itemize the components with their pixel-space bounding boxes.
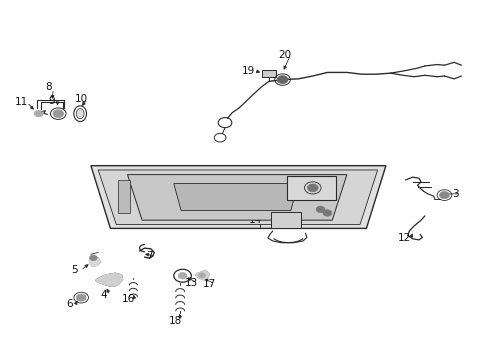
Circle shape (277, 76, 287, 84)
Text: 7: 7 (146, 251, 152, 261)
Text: 16: 16 (122, 294, 135, 304)
Circle shape (307, 184, 318, 192)
Circle shape (316, 206, 325, 213)
Polygon shape (98, 170, 377, 225)
Text: 2: 2 (269, 176, 276, 186)
Polygon shape (118, 180, 130, 213)
Circle shape (323, 210, 331, 216)
Circle shape (89, 255, 97, 261)
Polygon shape (91, 166, 385, 228)
Text: 10: 10 (75, 94, 87, 104)
Ellipse shape (74, 106, 86, 122)
Text: 1: 1 (225, 186, 232, 197)
Text: 18: 18 (168, 316, 182, 325)
Circle shape (439, 192, 448, 199)
Text: 5: 5 (71, 265, 78, 275)
Text: 19: 19 (241, 66, 255, 76)
Ellipse shape (76, 109, 84, 119)
FancyBboxPatch shape (271, 212, 301, 228)
Polygon shape (195, 270, 209, 280)
Text: 17: 17 (203, 279, 216, 289)
Text: 15: 15 (324, 197, 337, 207)
Polygon shape (127, 175, 346, 220)
Text: 4: 4 (101, 291, 107, 301)
Text: 9: 9 (48, 96, 55, 106)
FancyBboxPatch shape (286, 176, 335, 200)
Circle shape (53, 110, 63, 118)
Polygon shape (96, 273, 122, 286)
Circle shape (198, 273, 205, 278)
Text: 13: 13 (185, 278, 198, 288)
Text: 14: 14 (248, 215, 261, 225)
Polygon shape (173, 184, 298, 211)
Text: 20: 20 (277, 50, 290, 60)
Text: 12: 12 (397, 233, 410, 243)
FancyBboxPatch shape (262, 70, 275, 77)
Text: 11: 11 (15, 97, 28, 107)
Text: 3: 3 (451, 189, 458, 199)
Circle shape (34, 111, 43, 117)
Text: 8: 8 (45, 82, 52, 92)
Text: 6: 6 (66, 299, 73, 309)
Polygon shape (89, 257, 101, 266)
Circle shape (178, 273, 186, 279)
Circle shape (76, 294, 86, 301)
